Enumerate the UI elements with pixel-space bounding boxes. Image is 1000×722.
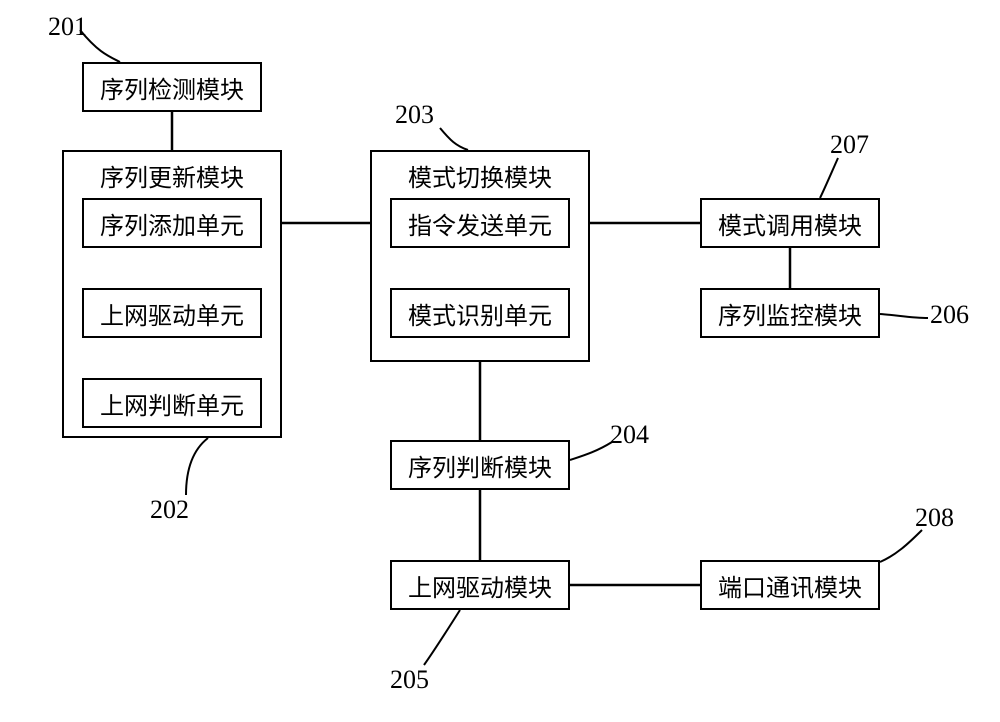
module-box-n206: 序列监控模块: [700, 288, 880, 338]
leader-r204: [570, 442, 612, 460]
leader-r202: [186, 438, 208, 495]
diagram-canvas: 序列检测模块序列更新模块序列添加单元上网驱动单元上网判断单元 模式切换模块指令发送…: [0, 0, 1000, 722]
module-box-n207: 模式调用模块: [700, 198, 880, 248]
ref-label-r203: 203: [395, 100, 434, 130]
module-title-c203: 模式切换模块: [370, 158, 590, 193]
module-box-n205: 上网驱动模块: [390, 560, 570, 610]
module-box-c202b: 上网驱动单元: [82, 288, 262, 338]
leader-r206: [880, 314, 928, 318]
ref-label-r202: 202: [150, 495, 189, 525]
module-box-c203a: 指令发送单元: [390, 198, 570, 248]
leader-r205: [424, 610, 460, 665]
module-box-n204: 序列判断模块: [390, 440, 570, 490]
leader-r203: [440, 128, 468, 150]
ref-label-r205: 205: [390, 665, 429, 695]
module-box-n201: 序列检测模块: [82, 62, 262, 112]
ref-label-r208: 208: [915, 503, 954, 533]
ref-label-r201: 201: [48, 12, 87, 42]
leader-r208: [880, 530, 922, 562]
ref-label-r207: 207: [830, 130, 869, 160]
module-title-c202: 序列更新模块: [62, 158, 282, 193]
module-box-c203b: 模式识别单元: [390, 288, 570, 338]
module-box-c202c: 上网判断单元: [82, 378, 262, 428]
module-box-n208: 端口通讯模块: [700, 560, 880, 610]
ref-label-r204: 204: [610, 420, 649, 450]
module-box-c202a: 序列添加单元: [82, 198, 262, 248]
ref-label-r206: 206: [930, 300, 969, 330]
leader-r207: [820, 158, 838, 198]
